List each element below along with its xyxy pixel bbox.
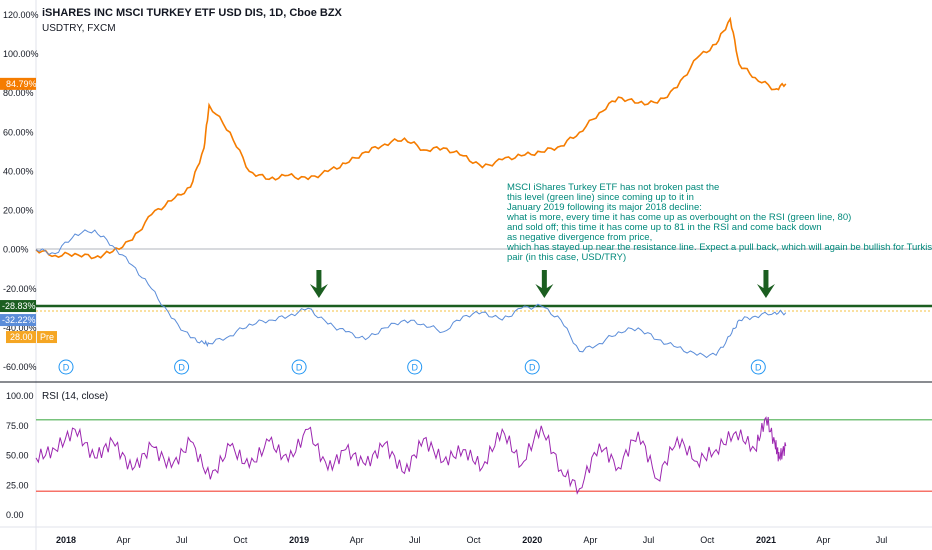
y-tick-label: 40.00% xyxy=(3,166,34,176)
arrow-annotations xyxy=(309,270,775,299)
annotation-line: what is more, every time it has come up … xyxy=(506,212,851,223)
dividend-label: D xyxy=(178,363,185,373)
dividend-circle xyxy=(174,359,190,375)
rsi-tick-label: 75.00 xyxy=(6,421,29,431)
dividend-label: D xyxy=(411,363,418,373)
y-tick-label: 0.00% xyxy=(3,245,29,255)
y-tick-label: -20.00% xyxy=(3,284,37,294)
y-tick-label: 120.00% xyxy=(3,10,39,20)
dividend-marker[interactable]: D xyxy=(58,359,74,375)
resistance-price-label: -28.83% xyxy=(2,301,36,311)
x-tick-label: Apr xyxy=(816,535,830,545)
rsi-title[interactable]: RSI (14, close) xyxy=(42,391,108,402)
dividend-circle xyxy=(407,359,423,375)
pre-market-value: 28.00 xyxy=(10,332,33,342)
annotation-line: January 2019 following its major 2018 de… xyxy=(507,202,702,213)
y-tick-label: 20.00% xyxy=(3,206,34,216)
rsi-tick-label: 0.00 xyxy=(6,510,24,520)
dividend-circle xyxy=(291,359,307,375)
y-tick-label: -60.00% xyxy=(3,362,37,372)
rsi-series-layer xyxy=(35,416,787,495)
annotation-line: this level (green line) since coming up … xyxy=(507,192,694,203)
resistance-price-tag: -28.83% xyxy=(0,300,36,313)
x-tick-label: 2020 xyxy=(522,535,542,545)
x-tick-label: Jul xyxy=(409,535,421,545)
x-tick-label: 2021 xyxy=(756,535,776,545)
x-tick-label: 2018 xyxy=(56,535,76,545)
rsi-tick-label: 100.00 xyxy=(6,391,34,401)
rsi-axis[interactable]: 100.00 75.00 50.00 25.00 0.00 xyxy=(6,391,34,520)
x-tick-label: 2019 xyxy=(289,535,309,545)
y-tick-label: -40.00% xyxy=(3,323,37,333)
dividend-circle xyxy=(58,359,74,375)
time-axis[interactable]: 2018 Apr Jul Oct 2019 Apr Jul Oct 2020 Apr Jul Oct 2… xyxy=(56,535,887,545)
usdtry-price-label: 84.79% xyxy=(6,79,37,89)
y-tick-label: 60.00% xyxy=(3,127,34,137)
down-arrow-icon xyxy=(756,270,775,299)
dividend-label: D xyxy=(296,363,303,373)
x-tick-label: Jul xyxy=(176,535,188,545)
rsi-series-line[interactable] xyxy=(35,416,787,495)
x-tick-label: Apr xyxy=(583,535,597,545)
annotation-line: pair (in this case, USD/TRY) xyxy=(507,252,626,263)
etf-series-line[interactable] xyxy=(35,229,787,359)
comparison-symbol[interactable]: USDTRY, FXCM xyxy=(42,23,116,34)
x-tick-label: Jul xyxy=(876,535,888,545)
annotation-line: as negative divergence from price, xyxy=(507,232,652,243)
dividend-marker[interactable]: D xyxy=(291,359,307,375)
dividend-marker[interactable]: D xyxy=(524,359,540,375)
pre-market-label: Pre xyxy=(40,332,54,342)
chart-title: iSHARES INC MSCI TURKEY ETF USD DIS, 1D,… xyxy=(42,7,343,19)
dividend-label: D xyxy=(63,363,70,373)
x-tick-label: Oct xyxy=(700,535,715,545)
dividend-label: D xyxy=(529,363,536,373)
x-tick-label: Oct xyxy=(233,535,248,545)
annotation-note[interactable]: MSCI iShares Turkey ETF has not broken p… xyxy=(506,182,932,263)
x-tick-label: Jul xyxy=(643,535,655,545)
x-tick-label: Apr xyxy=(116,535,130,545)
dividend-label: D xyxy=(755,363,762,373)
dividend-marker[interactable]: D xyxy=(750,359,766,375)
etf-price-tag: -32.22% xyxy=(0,314,36,327)
annotation-line: which has stayed up near the resistance … xyxy=(506,242,932,253)
main-price-axis[interactable]: 120.00% 100.00% 80.00% 60.00% 40.00% 20.00% 0.… xyxy=(3,10,39,372)
rsi-tick-label: 50.00 xyxy=(6,451,29,461)
annotation-line: MSCI iShares Turkey ETF has not broken p… xyxy=(507,182,719,193)
annotation-line: and sold off; this time it has come up t… xyxy=(507,222,822,233)
rsi-tick-label: 25.00 xyxy=(6,480,29,490)
series-layer xyxy=(35,16,787,359)
dividend-circle xyxy=(750,359,766,375)
usdtry-price-tag: 84.79% xyxy=(0,77,37,90)
down-arrow-icon xyxy=(309,270,328,299)
y-tick-label: 80.00% xyxy=(3,88,34,98)
dividend-marker[interactable]: D xyxy=(407,359,423,375)
x-tick-label: Oct xyxy=(466,535,481,545)
etf-price-label: -32.22% xyxy=(2,315,36,325)
pre-market-tag: 28.00 Pre xyxy=(6,331,57,344)
dividend-circle xyxy=(524,359,540,375)
x-tick-label: Apr xyxy=(350,535,364,545)
dividend-marker[interactable]: D xyxy=(174,359,190,375)
y-tick-label: 100.00% xyxy=(3,49,39,59)
usdtry-series-line[interactable] xyxy=(35,16,787,260)
down-arrow-icon xyxy=(535,270,554,299)
